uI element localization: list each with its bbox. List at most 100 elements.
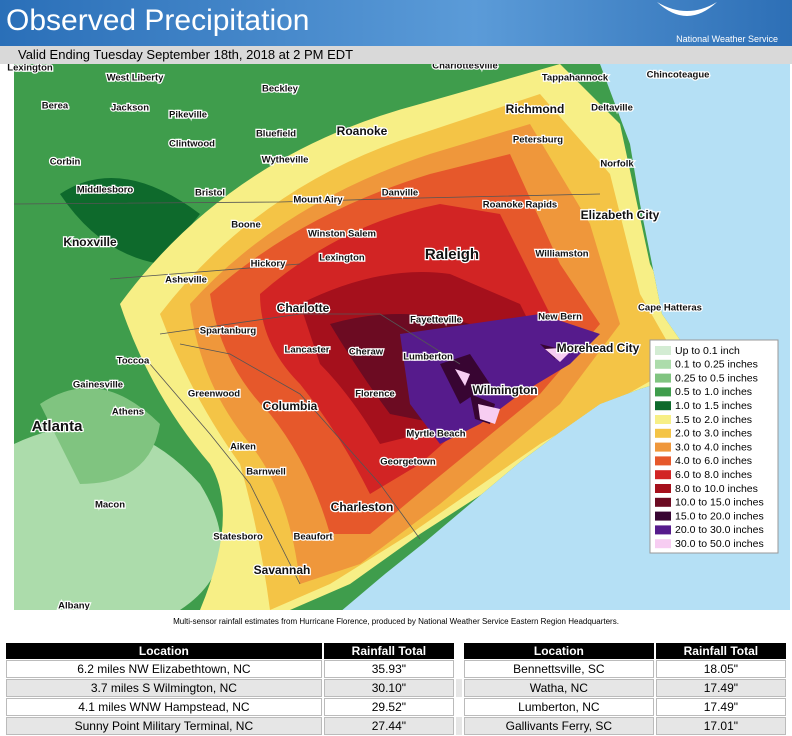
city-label: Wilmington	[472, 383, 537, 397]
city-label: Boone	[231, 220, 261, 231]
legend-swatch	[655, 456, 671, 466]
city-label: Myrtle Beach	[406, 429, 465, 440]
city-label: Cheraw	[349, 347, 384, 358]
legend-swatch	[655, 401, 671, 411]
city-label: Winston Salem	[308, 229, 376, 240]
column-header: Location	[6, 643, 322, 659]
city-label: Morehead City	[557, 341, 640, 355]
agency: National Weather Service	[676, 34, 778, 44]
gap	[456, 679, 462, 697]
column-header: Location	[464, 643, 654, 659]
legend-swatch	[655, 387, 671, 397]
city-label: Cape Hatteras	[638, 303, 702, 314]
table-cell: Gallivants Ferry, SC	[464, 717, 654, 735]
header-row: Location Rainfall Total Location Rainfall T…	[6, 643, 786, 659]
legend-swatch	[655, 484, 671, 493]
city-label: Fayetteville	[410, 315, 462, 326]
caption: Multi-sensor rainfall estimates from Hur…	[173, 617, 619, 626]
city-label: Spartanburg	[200, 326, 257, 337]
table-cell: Sunny Point Military Terminal, NC	[6, 717, 322, 735]
city-label: Roanoke	[337, 124, 388, 138]
table-row: 3.7 miles S Wilmington, NC 30.10" Watha, N…	[6, 679, 786, 697]
legend-swatch	[655, 442, 671, 452]
legend-box	[649, 339, 779, 554]
table-row: Sunny Point Military Terminal, NC 27.44" G…	[6, 717, 786, 735]
city-label: Roanoke Rapids	[483, 200, 557, 211]
legend-label: 4.0 to 6.0 inches	[675, 455, 752, 467]
city-label: Jackson	[111, 103, 149, 114]
city-label: Toccoa	[117, 356, 150, 367]
table-cell: 17.49"	[655, 679, 786, 697]
table-cell: 3.7 miles S Wilmington, NC	[6, 679, 322, 697]
legend-label: 1.5 to 2.0 inches	[675, 414, 752, 426]
city-label: Middlesboro	[77, 185, 134, 196]
legend-swatch	[655, 497, 671, 507]
gap	[456, 643, 462, 659]
city-label: Lexington	[319, 253, 365, 264]
city-label: Columbia	[263, 399, 318, 413]
city-label: Williamston	[535, 249, 588, 260]
city-label: Bristol	[195, 188, 225, 199]
legend-label: 0.5 to 1.0 inches	[675, 386, 752, 398]
city-label: Charlotte	[277, 301, 330, 315]
city-label: Aiken	[230, 442, 256, 453]
city-label: Albany	[58, 601, 90, 610]
legend-label: 30.0 to 50.0 inches	[675, 538, 764, 550]
city-label: Deltaville	[591, 103, 633, 114]
table-cell: 30.10"	[323, 679, 454, 697]
city-label: Richmond	[506, 102, 565, 116]
city-label: Savannah	[254, 563, 311, 577]
legend-label: Up to 0.1 inch	[675, 345, 740, 357]
city-label: Lancaster	[285, 345, 330, 356]
legend-label: 15.0 to 20.0 inches	[675, 510, 764, 522]
city-label: Asheville	[165, 275, 207, 286]
city-label: Hickory	[251, 259, 287, 270]
legend-swatch	[655, 415, 671, 424]
table-cell: 29.52"	[323, 698, 454, 716]
subtitle: Valid Ending Tuesday September 18th, 201…	[18, 47, 354, 62]
logo	[657, 2, 717, 16]
column-header: Rainfall Total	[323, 643, 454, 659]
table-row: 4.1 miles WNW Hampstead, NC 29.52" Lumbert…	[6, 698, 786, 716]
table-cell: 6.2 miles NW Elizabethtown, NC	[6, 660, 322, 678]
legend-label: 2.0 to 3.0 inches	[675, 428, 752, 440]
legend-label: 20.0 to 30.0 inches	[675, 524, 764, 536]
legend-swatch	[655, 359, 671, 369]
header: Observed Precipitation National Weather …	[0, 0, 792, 46]
city-label: Georgetown	[380, 457, 436, 468]
legend-swatch	[655, 428, 671, 438]
city-label: Lumberton	[403, 352, 453, 363]
city-label: Florence	[355, 389, 395, 400]
column-header: Rainfall Total	[655, 643, 786, 659]
table-cell: 17.01"	[655, 717, 786, 735]
city-label: Danville	[382, 188, 418, 199]
city-label: Gainesville	[73, 380, 123, 391]
table-cell: 17.49"	[655, 698, 786, 716]
legend-label: 3.0 to 4.0 inches	[675, 441, 752, 453]
legend-swatch	[655, 511, 671, 521]
city-label: Wytheville	[262, 155, 309, 166]
rainfall-table: Location Rainfall Total Location Rainfall T…	[4, 642, 788, 736]
city-label: Elizabeth City	[581, 208, 660, 222]
city-label: Barnwell	[246, 467, 286, 478]
map: Lexington West Liberty Charlottesville Tapp…	[6, 64, 790, 610]
legend-label: 10.0 to 15.0 inches	[675, 497, 764, 509]
city-label: Charleston	[331, 500, 394, 514]
city-label: Greenwood	[188, 389, 240, 400]
city-label: Athens	[112, 407, 144, 418]
city-label: Charlottesville	[432, 64, 497, 72]
legend-swatch	[655, 525, 671, 535]
city-label: Bluefield	[256, 129, 296, 140]
legend-swatch	[655, 470, 671, 480]
city-label: Raleigh	[425, 246, 479, 263]
table-cell: 4.1 miles WNW Hampstead, NC	[6, 698, 322, 716]
table-cell: 35.93"	[323, 660, 454, 678]
city-label: West Liberty	[107, 73, 165, 84]
city-label: Beckley	[262, 84, 299, 95]
legend-swatch	[655, 373, 671, 383]
subtitle-bar: Valid Ending Tuesday September 18th, 201…	[0, 46, 792, 64]
city-label: Tappahannock	[542, 73, 609, 84]
city-label: Beaufort	[293, 532, 333, 543]
city-label: Atlanta	[32, 418, 83, 435]
